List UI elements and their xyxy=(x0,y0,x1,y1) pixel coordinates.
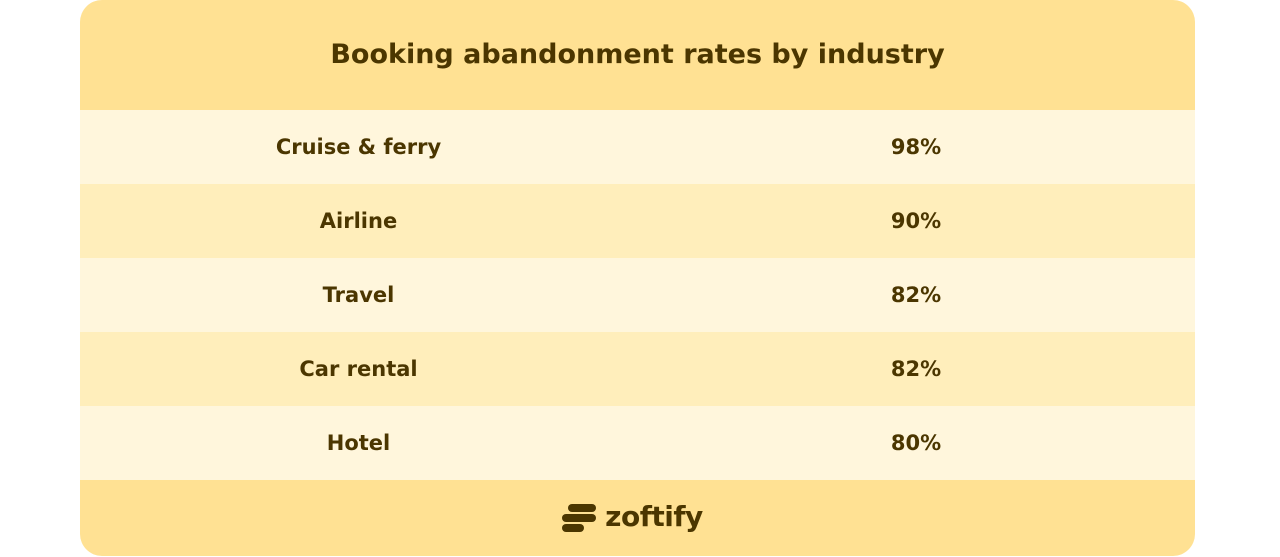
rate-value: 82% xyxy=(890,357,942,381)
table-footer: zoftify xyxy=(80,480,1195,556)
table-row: Cruise & ferry 98% xyxy=(80,110,1195,184)
zoftify-logo-icon xyxy=(562,504,597,532)
rate-value: 90% xyxy=(890,209,942,233)
table-body: Cruise & ferry 98% Airline 90% Travel 82… xyxy=(80,110,1195,480)
rate-value: 98% xyxy=(890,135,942,159)
abandonment-table-card: Booking abandonment rates by industry Cr… xyxy=(80,0,1195,556)
rate-value: 80% xyxy=(890,431,942,455)
rate-value: 82% xyxy=(890,283,942,307)
table-row: Car rental 82% xyxy=(80,332,1195,406)
brand-logo: zoftify xyxy=(562,500,703,533)
table-header: Booking abandonment rates by industry xyxy=(80,0,1195,110)
industry-label: Travel xyxy=(322,283,395,307)
table-row: Airline 90% xyxy=(80,184,1195,258)
table-row: Travel 82% xyxy=(80,258,1195,332)
table-row: Hotel 80% xyxy=(80,406,1195,480)
industry-label: Cruise & ferry xyxy=(275,135,442,159)
industry-label: Hotel xyxy=(326,431,391,455)
industry-label: Airline xyxy=(319,209,398,233)
table-title: Booking abandonment rates by industry xyxy=(330,38,945,70)
brand-name: zoftify xyxy=(605,499,703,533)
industry-label: Car rental xyxy=(299,357,418,381)
